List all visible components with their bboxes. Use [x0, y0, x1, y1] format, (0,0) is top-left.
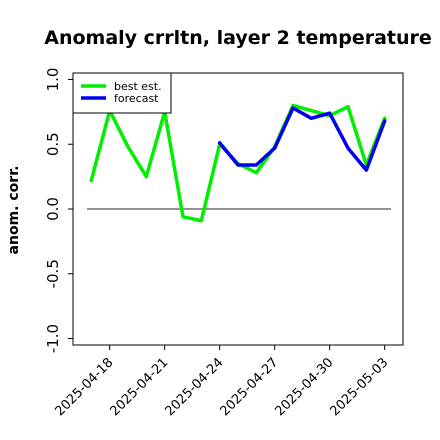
x-tick-label: 2025-04-18 [52, 355, 116, 419]
x-tick-label: 2025-04-21 [107, 355, 171, 419]
chart-title: Anomaly crrltn, layer 2 temperature [44, 27, 432, 49]
legend-box [72, 72, 172, 114]
y-tick-label: -0.5 [44, 259, 62, 288]
x-tick-label: 2025-05-03 [327, 355, 391, 419]
x-tick-label: 2025-04-27 [217, 355, 281, 419]
x-tick-label: 2025-04-24 [162, 355, 226, 419]
legend-label: forecast [114, 92, 159, 105]
legend-label: best est. [114, 80, 162, 93]
plot-area: -1.0-0.50.00.51.02025-04-182025-04-21202… [44, 68, 404, 419]
forecast-line [217, 106, 387, 172]
x-tick-label: 2025-04-30 [272, 355, 336, 419]
y-axis-label: anom. corr. [6, 166, 22, 255]
y-tick-label: 0.0 [44, 197, 62, 221]
y-tick-label: -1.0 [44, 324, 62, 353]
y-tick-label: 0.5 [44, 132, 62, 156]
y-tick-label: 1.0 [44, 68, 62, 92]
